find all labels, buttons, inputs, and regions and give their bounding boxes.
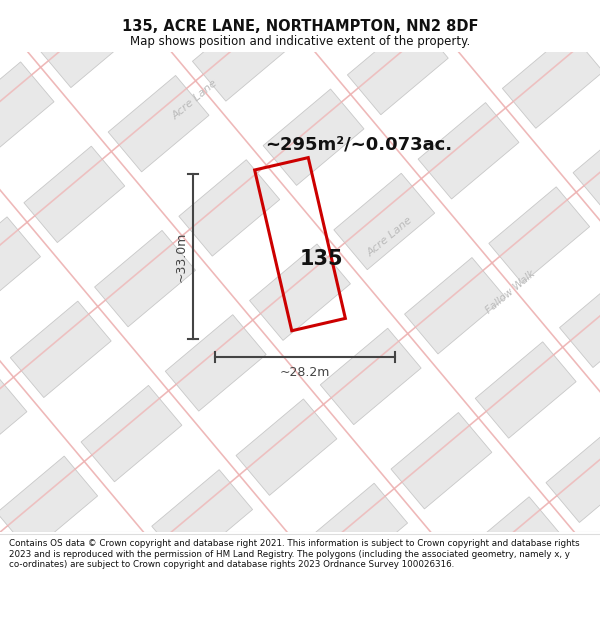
Polygon shape bbox=[263, 89, 364, 186]
Polygon shape bbox=[152, 469, 253, 566]
Polygon shape bbox=[0, 62, 54, 158]
Text: Contains OS data © Crown copyright and database right 2021. This information is : Contains OS data © Crown copyright and d… bbox=[9, 539, 580, 569]
Text: ~33.0m: ~33.0m bbox=[175, 231, 187, 282]
Polygon shape bbox=[81, 386, 182, 482]
Polygon shape bbox=[0, 217, 40, 313]
Polygon shape bbox=[404, 258, 505, 354]
Polygon shape bbox=[0, 527, 13, 623]
Polygon shape bbox=[532, 581, 600, 625]
Polygon shape bbox=[179, 160, 280, 256]
Polygon shape bbox=[277, 0, 377, 31]
Text: ~295m²/~0.073ac.: ~295m²/~0.073ac. bbox=[265, 135, 452, 153]
Polygon shape bbox=[95, 231, 196, 327]
Polygon shape bbox=[0, 456, 98, 552]
Polygon shape bbox=[391, 412, 492, 509]
Polygon shape bbox=[37, 0, 138, 88]
Polygon shape bbox=[418, 102, 519, 199]
Polygon shape bbox=[546, 426, 600, 522]
Polygon shape bbox=[67, 541, 169, 625]
Polygon shape bbox=[475, 342, 576, 438]
Polygon shape bbox=[122, 0, 223, 17]
Polygon shape bbox=[24, 146, 125, 242]
Polygon shape bbox=[108, 76, 209, 172]
Polygon shape bbox=[0, 0, 68, 3]
Text: 135, ACRE LANE, NORTHAMPTON, NN2 8DF: 135, ACRE LANE, NORTHAMPTON, NN2 8DF bbox=[122, 19, 478, 34]
Polygon shape bbox=[377, 568, 478, 625]
Polygon shape bbox=[10, 301, 111, 398]
Text: 135: 135 bbox=[300, 249, 344, 269]
Polygon shape bbox=[502, 32, 600, 128]
Text: ~28.2m: ~28.2m bbox=[280, 366, 330, 379]
Polygon shape bbox=[250, 244, 350, 341]
Polygon shape bbox=[166, 315, 266, 411]
Polygon shape bbox=[587, 0, 600, 58]
Polygon shape bbox=[0, 372, 27, 468]
Polygon shape bbox=[334, 173, 434, 269]
Polygon shape bbox=[489, 187, 590, 283]
Polygon shape bbox=[560, 271, 600, 368]
Polygon shape bbox=[347, 18, 448, 115]
Polygon shape bbox=[236, 399, 337, 496]
Polygon shape bbox=[223, 554, 323, 625]
Polygon shape bbox=[193, 5, 293, 101]
Text: Acre Lane: Acre Lane bbox=[365, 216, 415, 259]
Polygon shape bbox=[462, 497, 563, 593]
Polygon shape bbox=[307, 483, 407, 579]
Text: Map shows position and indicative extent of the property.: Map shows position and indicative extent… bbox=[130, 36, 470, 48]
Polygon shape bbox=[320, 328, 421, 424]
Polygon shape bbox=[573, 116, 600, 212]
Polygon shape bbox=[431, 0, 533, 44]
Text: Acre Lane: Acre Lane bbox=[170, 79, 220, 122]
Text: Fallow Walk: Fallow Walk bbox=[484, 269, 536, 316]
